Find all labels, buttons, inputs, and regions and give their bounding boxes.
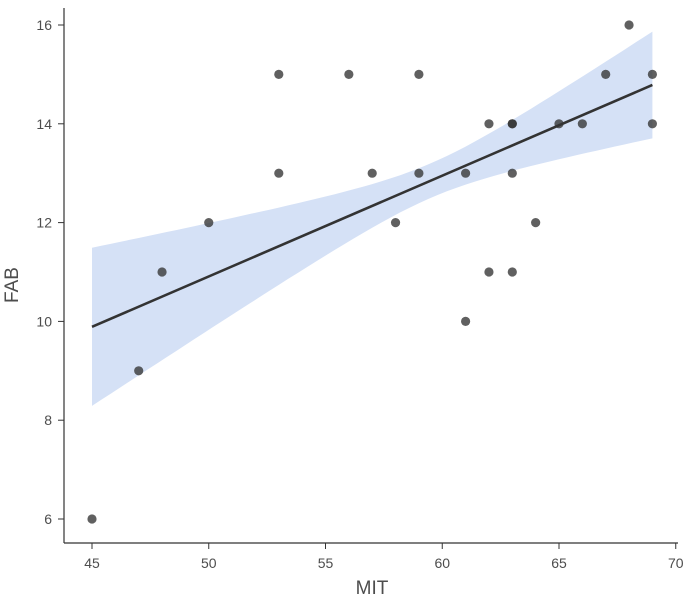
y-tick-label: 6 (44, 511, 52, 527)
x-tick-label: 60 (434, 555, 450, 571)
data-point (507, 267, 517, 277)
data-point (484, 119, 494, 129)
x-axis-label: MIT (356, 578, 389, 599)
data-point (390, 218, 401, 228)
y-axis-label: FAB (2, 267, 23, 303)
data-point (484, 267, 494, 277)
data-point (531, 218, 541, 228)
y-tick-label: 12 (36, 215, 52, 231)
data-point (157, 267, 167, 277)
confidence-band (92, 31, 653, 406)
x-tick-label: 55 (318, 555, 334, 571)
x-tick-label: 50 (201, 555, 217, 571)
regression-line (91, 83, 653, 329)
data-point (647, 119, 658, 129)
data-point (87, 514, 97, 524)
data-point (204, 218, 214, 228)
data-point (461, 168, 471, 178)
y-tick-label: 16 (36, 17, 52, 33)
data-point (507, 119, 517, 129)
data-point (461, 316, 471, 326)
data-point (414, 168, 424, 178)
data-point (647, 69, 658, 79)
data-point (274, 69, 284, 79)
data-point (414, 69, 424, 79)
data-point (134, 366, 144, 376)
y-tick-label: 10 (36, 313, 52, 329)
data-point (624, 20, 634, 30)
y-tick-label: 14 (36, 116, 52, 132)
data-point (274, 168, 284, 178)
data-point (601, 69, 611, 79)
data-point (367, 168, 377, 178)
x-tick-label: 70 (668, 555, 684, 571)
data-point (507, 168, 517, 178)
data-point (344, 69, 354, 79)
y-tick-label: 8 (44, 412, 52, 428)
x-tick-label: 45 (84, 555, 100, 571)
data-point (577, 119, 587, 129)
x-tick-label: 65 (551, 555, 567, 571)
